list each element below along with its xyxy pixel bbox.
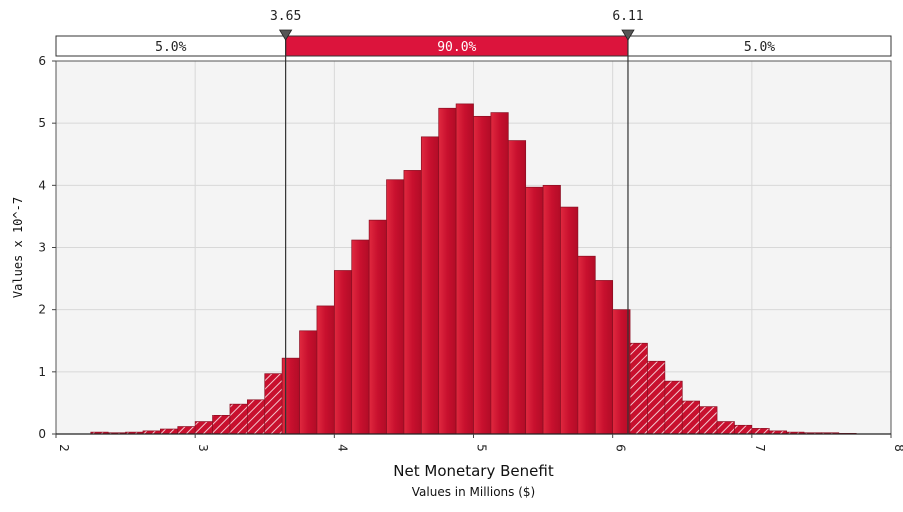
y-tick-label: 6 [38,54,46,68]
histogram-bar [507,140,527,435]
y-tick-label: 1 [38,365,46,379]
histogram-bar [386,179,405,435]
histogram-bar-tail [751,428,770,435]
histogram-bar [333,270,353,435]
y-tick-labels: 0 1 2 3 4 5 6 [38,54,56,441]
y-tick-label: 2 [38,303,46,317]
y-axis-title: Values x 10^-7 [11,197,25,298]
histogram-bar [490,112,509,435]
y-tick-label: 3 [38,241,46,255]
histogram-bar-tail [681,400,700,435]
right-delimiter-handle-icon[interactable] [621,29,635,41]
x-tick-label: 5 [475,444,489,452]
histogram-bar-tail [647,360,666,435]
probability-right-label: 5.0% [744,40,775,55]
x-tick-label: 3 [196,444,210,452]
histogram-bar-tail [629,342,648,435]
x-tick-label: 8 [892,444,903,452]
probability-left-label: 5.0% [155,40,186,55]
right-delimiter-value: 6.11 [612,9,643,24]
histogram-bar [594,280,614,435]
histogram-bar-tail [734,424,753,435]
probability-middle-label: 90.0% [437,40,476,55]
y-tick-label: 4 [38,178,46,192]
histogram-bar-tail [160,428,179,435]
delimiters[interactable]: 3.65 6.11 [270,9,644,434]
histogram-bar [542,184,561,435]
x-tick-label: 6 [614,444,628,452]
histogram-bar [420,136,440,435]
histogram-bars [90,103,857,435]
histogram-bar [403,170,422,435]
histogram-bar [316,305,335,435]
histogram-bar-tail [264,373,283,435]
histogram-bar-tail [212,415,231,435]
histogram-bar-tail [699,406,718,435]
histogram-bar [473,115,492,435]
histogram-bar [455,103,474,435]
y-tick-label: 0 [38,427,46,441]
histogram-bar [438,107,457,435]
x-tick-labels: 2 3 4 5 6 7 8 [55,434,903,452]
y-tick-label: 5 [38,116,46,130]
histogram-bar [281,357,300,435]
histogram-bar-tail [177,426,196,435]
x-axis-title: Net Monetary Benefit [393,462,554,480]
probability-band: 5.0% 90.0% 5.0% [55,35,892,57]
x-axis-subtitle: Values in Millions ($) [412,485,535,499]
x-tick-label: 7 [753,444,767,452]
histogram-bar [368,219,387,435]
histogram-bar [560,206,579,435]
histogram-bar-tail [664,380,683,435]
histogram-bar-tail [229,403,248,435]
histogram-bar-tail [194,421,213,435]
histogram-bar-tail [247,399,266,435]
left-delimiter-value: 3.65 [270,9,301,24]
left-delimiter-handle-icon[interactable] [278,29,293,41]
histogram-bar [351,239,370,435]
histogram-bar [525,186,544,435]
x-tick-label: 2 [57,444,71,452]
histogram-bar [299,330,318,435]
x-tick-label: 4 [335,444,349,452]
histogram-bar-tail [716,421,735,435]
histogram-bar [577,255,596,435]
